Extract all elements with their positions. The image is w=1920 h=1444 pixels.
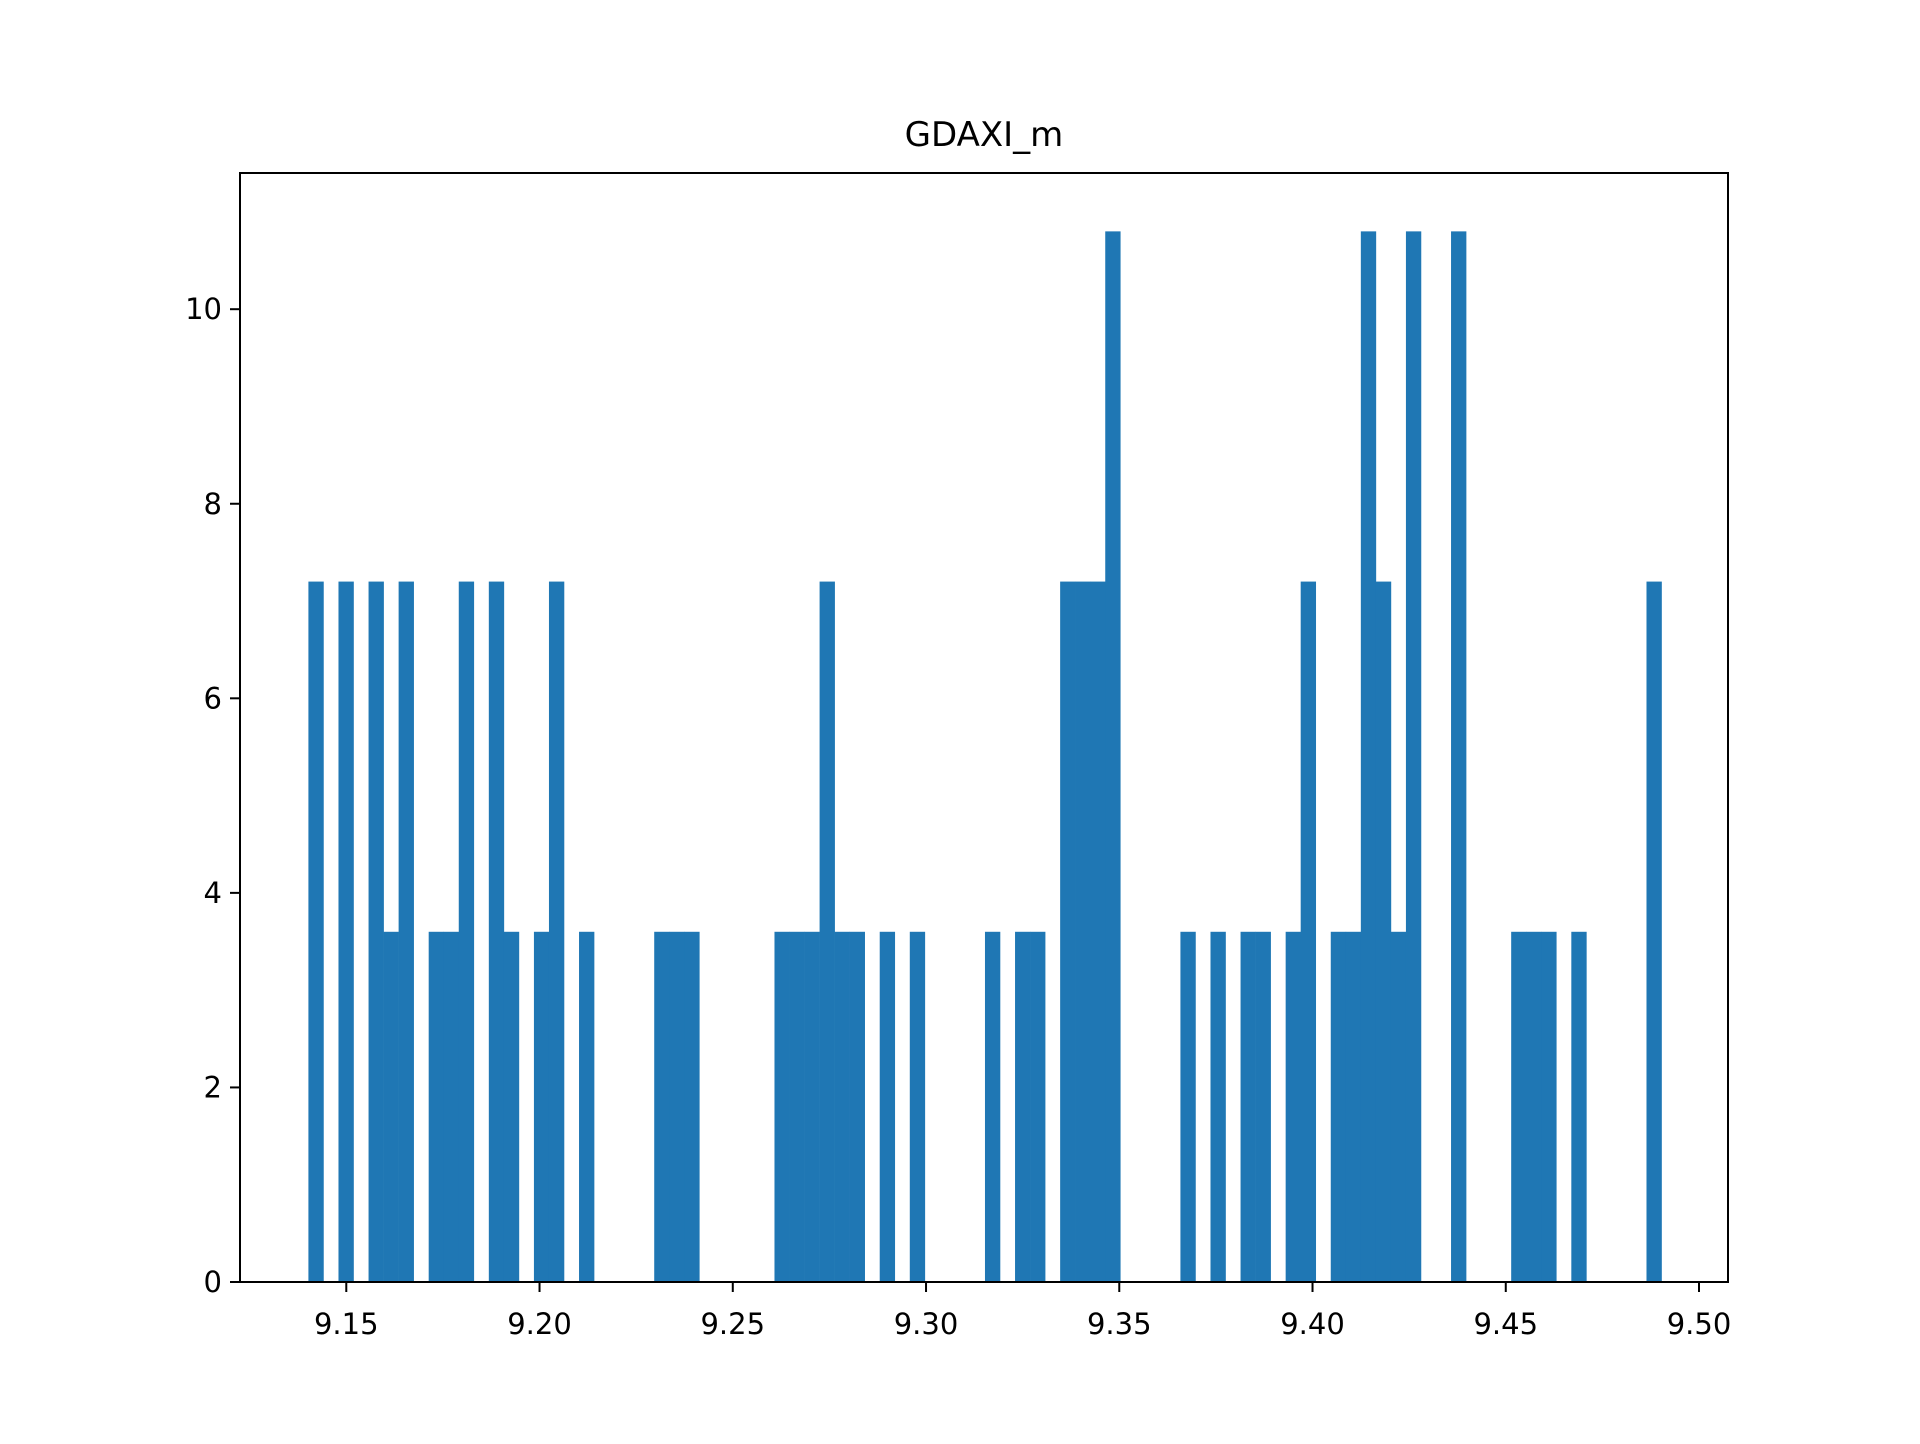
- histogram-bar: [669, 931, 685, 1282]
- bar-series: [308, 231, 1662, 1282]
- x-tick-label: 9.20: [507, 1307, 572, 1341]
- histogram-bar: [1180, 931, 1196, 1282]
- x-tick-label: 9.25: [700, 1307, 765, 1341]
- histogram-bar: [774, 931, 790, 1282]
- histogram-bar: [488, 581, 505, 1282]
- y-tick-label: 0: [204, 1265, 222, 1299]
- histogram-bar: [443, 931, 460, 1282]
- y-tick-label: 8: [204, 487, 222, 521]
- plot-frame: [239, 172, 1729, 1283]
- histogram-bar: [1060, 581, 1076, 1282]
- histogram-bar: [819, 581, 835, 1282]
- histogram-bar: [1571, 931, 1587, 1282]
- histogram-bar: [398, 581, 414, 1282]
- histogram-bar: [654, 931, 670, 1282]
- y-tick-label: 6: [204, 681, 222, 715]
- histogram-bar: [1210, 931, 1226, 1282]
- histogram-bar: [368, 581, 384, 1282]
- histogram-bar: [1451, 231, 1467, 1282]
- histogram-bar: [789, 931, 805, 1282]
- histogram-bar: [1240, 931, 1256, 1282]
- histogram-bar: [909, 931, 926, 1282]
- histogram-bar: [984, 931, 1001, 1282]
- histogram-bar: [1375, 581, 1392, 1282]
- histogram-bar: [1285, 931, 1301, 1282]
- histogram-bar: [684, 931, 700, 1282]
- x-tick-label: 9.35: [1087, 1307, 1152, 1341]
- histogram-bar: [383, 931, 399, 1282]
- histogram-bar: [308, 581, 324, 1282]
- x-tick-label: 9.40: [1280, 1307, 1345, 1341]
- y-tick-label: 2: [204, 1070, 222, 1104]
- histogram-bar: [503, 931, 520, 1282]
- histogram-bar: [1300, 581, 1317, 1282]
- histogram-bar: [1390, 931, 1407, 1282]
- histogram-bar: [1030, 931, 1046, 1282]
- histogram-bar: [338, 581, 354, 1282]
- histogram-bar: [1360, 231, 1377, 1282]
- x-tick-label: 9.50: [1667, 1307, 1732, 1341]
- histogram-bar: [458, 581, 475, 1282]
- x-tick-label: 9.30: [894, 1307, 959, 1341]
- histogram-bar: [579, 931, 595, 1282]
- histogram-bar: [1015, 931, 1031, 1282]
- chart-title: GDAXI_m: [905, 115, 1064, 155]
- histogram-bar: [548, 581, 565, 1282]
- histogram-bar: [849, 931, 865, 1282]
- histogram-bar: [1345, 931, 1362, 1282]
- histogram-bar: [879, 931, 896, 1282]
- histogram-bar: [1330, 931, 1347, 1282]
- histogram-bar: [1075, 581, 1091, 1282]
- histogram-bar: [1405, 231, 1422, 1282]
- x-axis: 9.15 9.20 9.25 9.30 9.35 9.40 9.45 9.50: [314, 1282, 1731, 1341]
- x-tick-label: 9.45: [1473, 1307, 1538, 1341]
- histogram-bar: [804, 931, 820, 1282]
- histogram-bar: [1255, 931, 1271, 1282]
- y-tick-label: 10: [185, 292, 222, 326]
- histogram-bar: [1105, 231, 1121, 1282]
- histogram-bar: [428, 931, 445, 1282]
- histogram-bar: [533, 931, 550, 1282]
- histogram-bar: [1646, 581, 1662, 1282]
- histogram-bar: [1511, 931, 1527, 1282]
- histogram-bar: [1541, 931, 1557, 1282]
- histogram-bar: [1526, 931, 1542, 1282]
- histogram-bar: [1090, 581, 1106, 1282]
- histogram-bar: [834, 931, 850, 1282]
- x-tick-label: 9.15: [314, 1307, 379, 1341]
- y-tick-label: 4: [204, 876, 222, 910]
- y-axis: 0 2 4 6 8 10: [185, 292, 240, 1299]
